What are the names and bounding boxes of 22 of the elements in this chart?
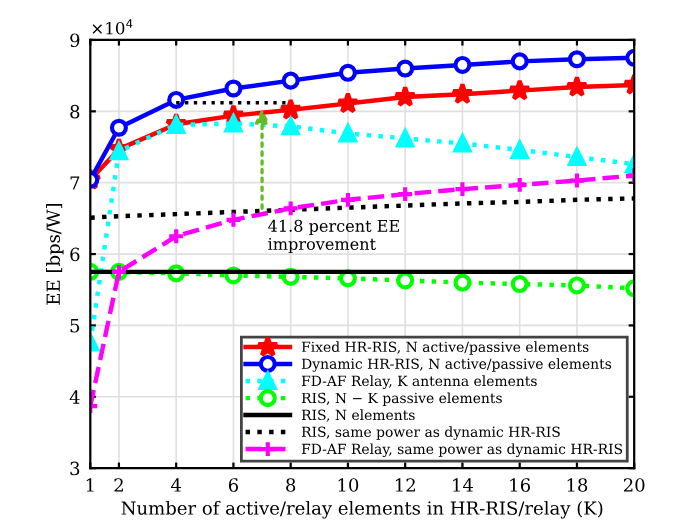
x-tick-label: 6 [228,478,239,492]
y-tick-label: 9 [70,33,80,48]
y-tick-label: 3 [70,461,80,476]
y-tick-label: 5 [70,319,80,333]
text: ×10$^{4}$ [92,19,133,35]
x-tick-label: 18 [567,478,588,492]
y-axis-title: EE [bps/W] [46,204,64,305]
x-tick-label: 1 [86,478,94,492]
x-tick-label: 14 [453,478,474,492]
x-tick-label: 2 [114,478,123,492]
x-axis-title: Number of active/relay elements in HR-RIS/relay (K) [121,500,603,519]
annotation: 41.8 percent EE improvement [268,219,399,254]
x-tick-label: 12 [395,478,415,492]
x-tick-label: 8 [286,478,296,492]
y-tick-label: 8 [70,104,80,119]
y-tick-label: 6 [70,247,80,262]
y-tick-label: 4 [69,390,80,404]
y-tick-label: 7 [70,176,80,190]
x-tick-label: 4 [170,478,182,492]
x-tick-label: 10 [338,478,359,492]
x-tick-label: 20 [623,478,645,492]
x-tick-label: 16 [510,478,531,492]
